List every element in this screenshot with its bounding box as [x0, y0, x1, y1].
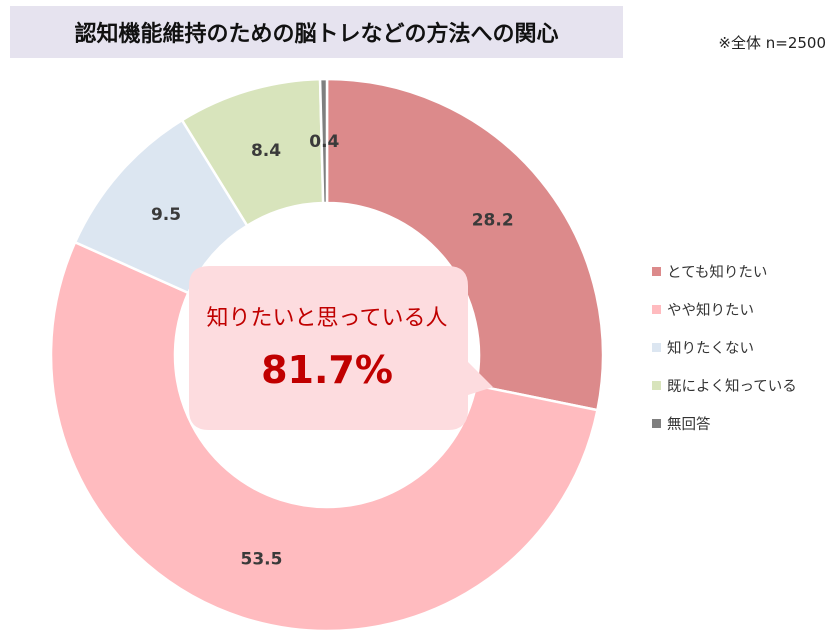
legend-swatch [652, 418, 661, 428]
legend-item-1: とても知りたい [652, 258, 797, 284]
legend-swatch [652, 304, 661, 314]
chart-legend: とても知りたい やや知りたい 知りたくない既によく知っている 無回答 [652, 258, 797, 448]
donut-slice-2 [49, 240, 599, 633]
data-label-4: 8.4 [251, 141, 281, 161]
legend-swatch [652, 342, 661, 352]
donut-slices [49, 77, 605, 633]
legend-label: 無回答 [667, 416, 711, 433]
chart-title: 認知機能維持のための脳トレなどの方法への関心 [74, 22, 559, 47]
legend-label: 既によく知っている [667, 378, 797, 395]
legend-label: とても知りたい [667, 264, 768, 281]
donut-slice-1 [325, 77, 605, 412]
legend-item-2: やや知りたい [652, 296, 797, 322]
legend-swatch [652, 380, 661, 390]
data-label-5: 0.4 [309, 132, 339, 152]
data-label-3: 9.5 [151, 205, 181, 225]
data-label-1: 28.2 [472, 211, 514, 231]
legend-swatch [652, 266, 661, 276]
callout-bubble [189, 266, 493, 430]
slice-data-labels: 28.2 53.5 9.5 8.4 0.4 [151, 132, 514, 570]
sample-size-note: ※全体 n=2500 [718, 34, 826, 52]
legend-label: やや知りたい [667, 302, 754, 319]
donut-slice-5 [318, 77, 329, 205]
callout-value: 81.7% [261, 348, 393, 392]
legend-item-5: 無回答 [652, 410, 797, 436]
legend-item-3: 知りたくない [652, 334, 797, 360]
legend-item-4: 既によく知っている [652, 372, 797, 398]
legend-label: 知りたくない [667, 340, 754, 357]
callout-label: 知りたいと思っている人 [206, 306, 448, 331]
title-box: 認知機能維持のための脳トレなどの方法への関心 [10, 6, 623, 58]
data-label-2: 53.5 [241, 550, 283, 570]
